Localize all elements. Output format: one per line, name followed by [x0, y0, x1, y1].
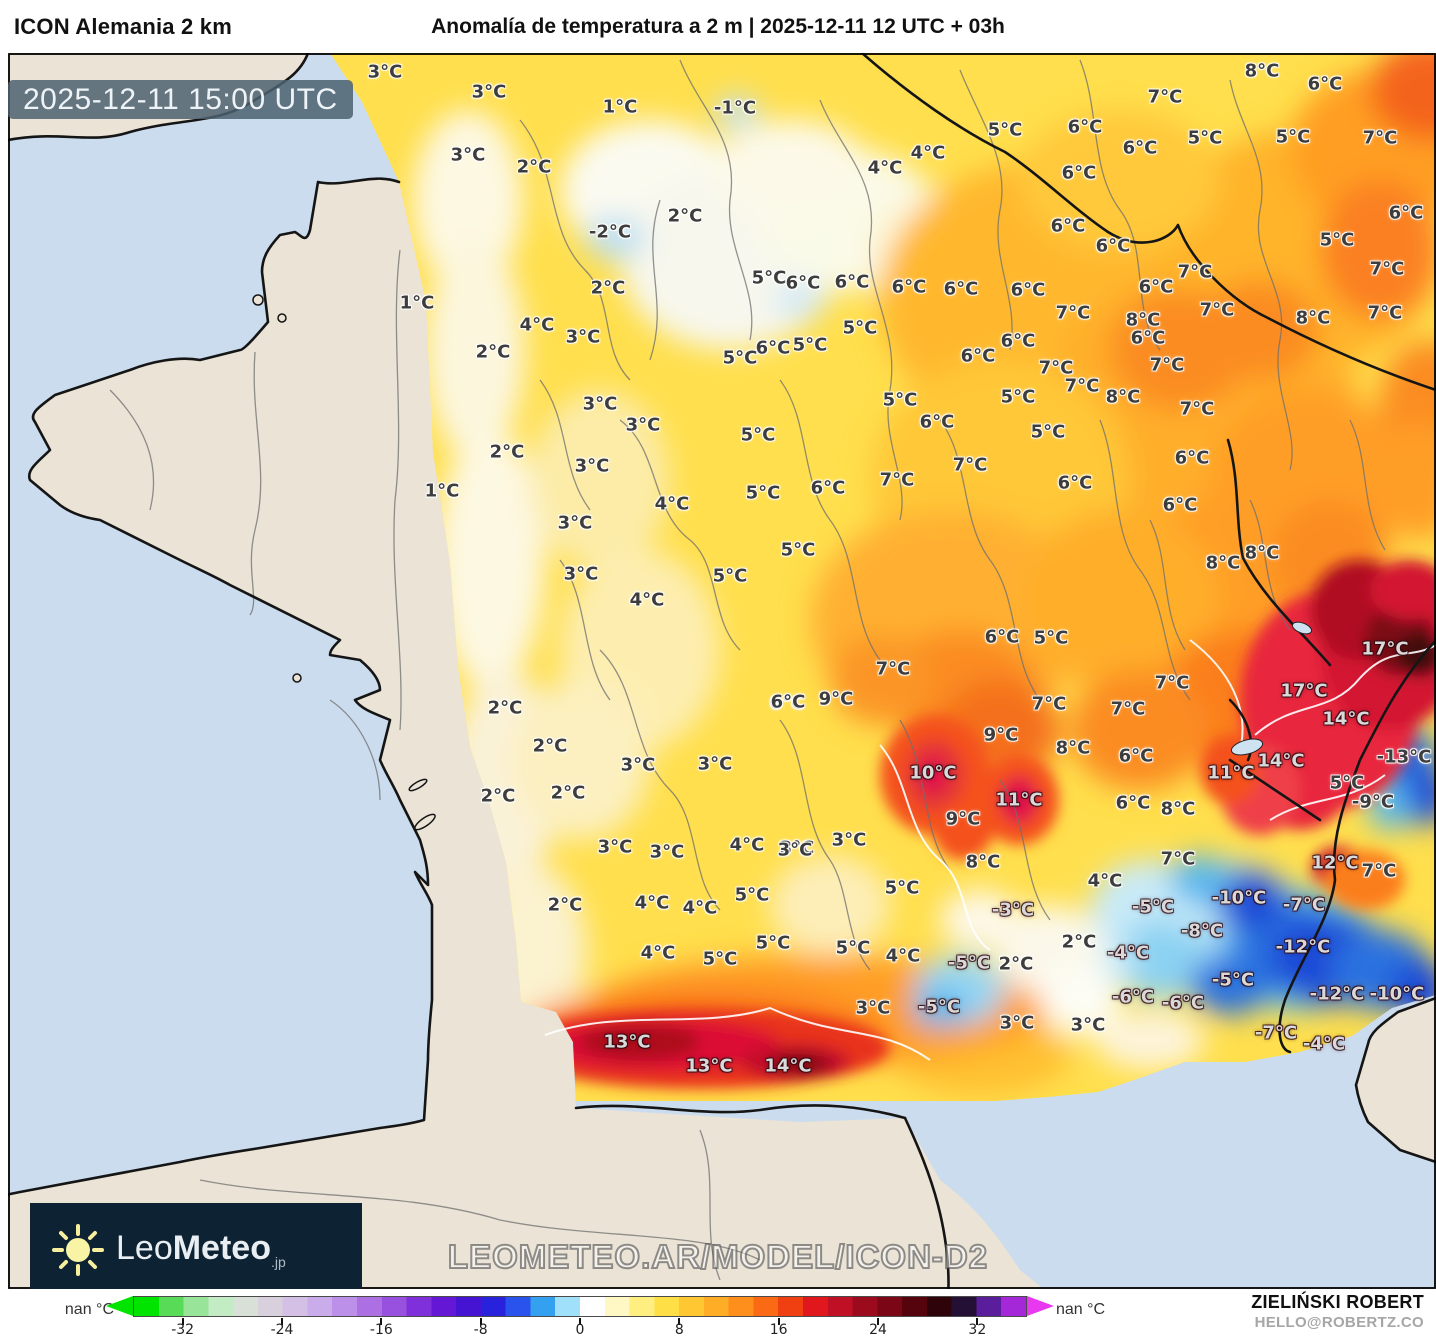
footer-bar: nan °C -32 -24 -16 -8 0 8 16 24 32 nan °C ZIELIŃ… [0, 1289, 1436, 1339]
colorbar-tick-label: -24 [270, 1322, 294, 1338]
colorbar-tick [281, 1318, 283, 1325]
credit-email: HELLO@ROBERTZ.CO [1254, 1313, 1424, 1331]
colorbar-tick-label: 8 [674, 1322, 684, 1338]
coastlines-borders [8, 53, 1436, 1289]
colorbar-tick [479, 1318, 482, 1325]
colorbar-tick [579, 1318, 581, 1325]
credits: ZIELIŃSKI ROBERT HELLO@ROBERTZ.CO [1251, 1291, 1424, 1332]
watermark: LEOMETEO.AR/MODEL/ICON-D2 [447, 1237, 989, 1276]
map-frame [8, 53, 1436, 1289]
colorbar-arrow-left [106, 1296, 133, 1316]
anomaly-field [330, 53, 1436, 1101]
colorbar [133, 1296, 1027, 1317]
nan-label-left: nan °C [64, 1301, 114, 1318]
colorbar-tick-label: 32 [968, 1322, 987, 1338]
region-borders [109, 59, 1386, 1281]
colorbar-tick-label: 24 [869, 1322, 887, 1338]
islands-lakes [252, 294, 1313, 831]
colorbar-tick-label: 16 [769, 1322, 788, 1338]
colorbar-tick [777, 1318, 780, 1325]
model-name: ICON Alemania 2 km [14, 14, 232, 39]
colorbar-tick-label: -16 [369, 1322, 393, 1338]
leometeo-logo: LeoMeteo.jp [30, 1203, 362, 1296]
logo-text: LeoMeteo.jp [116, 1229, 286, 1270]
colorbar-tick-label: -8 [473, 1322, 488, 1338]
white-borders [544, 639, 1436, 1061]
colorbar-tick [181, 1318, 184, 1325]
header-bar: ICON Alemania 2 km Anomalía de temperatu… [0, 0, 1436, 53]
colorbar-tick [976, 1318, 979, 1325]
colorbar-tick-label: -32 [171, 1322, 195, 1338]
page-title: Anomalía de temperatura a 2 m | 2025-12-… [431, 15, 1005, 38]
timestamp-overlay: 2025-12-11 15:00 UTC [8, 80, 353, 119]
credit-name: ZIELIŃSKI ROBERT [1251, 1292, 1424, 1312]
nan-label-right: nan °C [1056, 1301, 1106, 1318]
colorbar-tick [678, 1318, 681, 1325]
colorbar-tick-label: 0 [575, 1322, 585, 1338]
sun-icon [52, 1223, 104, 1276]
colorbar-tick [877, 1318, 879, 1325]
colorbar-arrow-right [1027, 1296, 1054, 1316]
colorbar-tick [380, 1318, 383, 1325]
